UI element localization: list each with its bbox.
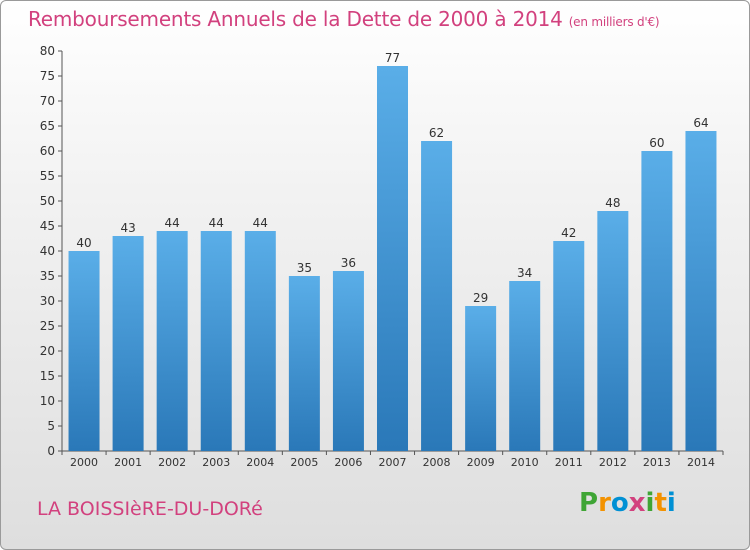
x-tick-label: 2008 [423,456,451,469]
data-label: 42 [561,226,576,240]
bar [641,151,673,451]
chart-title-text: Remboursements Annuels de la Dette de 20… [28,7,563,31]
bar [112,236,144,451]
y-tick-label: 25 [40,319,55,333]
data-label: 44 [253,216,268,230]
logo-letter: i [666,488,676,518]
y-tick-label: 60 [40,144,55,158]
bar [553,241,585,451]
bar [377,66,408,451]
x-tick-label: 2014 [687,456,715,469]
x-tick-label: 2009 [467,456,495,469]
bar [597,211,629,451]
bar [509,281,541,451]
data-label: 44 [209,216,224,230]
logo-letter: x [628,488,646,518]
x-tick-label: 2001 [114,456,142,469]
data-label: 35 [297,261,312,275]
x-tick-label: 2007 [379,456,407,469]
bar [685,131,717,451]
axes: 0 5 10 15 20 25 30 35 40 45 50 55 60 65 70 75 80 2000 2001… [40,44,724,469]
data-label: 62 [429,126,444,140]
y-tick-label: 15 [40,369,55,383]
x-tick-label: 2012 [599,456,627,469]
chart-title-unit: (en milliers d'€) [568,15,660,29]
bar [156,231,188,451]
x-tick-label: 2005 [290,456,318,469]
y-tick-label: 30 [40,294,55,308]
logo-letter: t [654,488,667,518]
y-tick-label: 40 [40,244,55,258]
logo-letter: o [610,488,629,518]
y-tick-label: 50 [40,194,55,208]
y-tick-label: 45 [40,219,55,233]
bar [332,271,364,451]
chart-title: Remboursements Annuels de la Dette de 20… [28,7,660,31]
data-labels: 40 43 44 44 44 35 36 77 62 29 34 42 48 60 64 [76,51,708,305]
y-tick-label: 0 [47,444,55,458]
bar [465,306,497,451]
proxiti-logo[interactable]: Proxiti [579,488,676,518]
x-tick-label: 2004 [246,456,274,469]
bar [244,231,276,451]
x-tick-label: 2006 [334,456,362,469]
y-tick-label: 55 [40,169,55,183]
data-label: 64 [693,116,708,130]
y-tick-label: 75 [40,69,55,83]
commune-name: LA BOISSIèRE-DU-DORé [37,498,263,520]
y-tick-label: 80 [40,44,55,58]
y-tick-label: 5 [47,419,55,433]
bar [200,231,232,451]
logo-letter: i [645,488,655,518]
data-label: 29 [473,291,488,305]
y-tick-label: 70 [40,94,55,108]
y-tick-label: 20 [40,344,55,358]
y-tick-label: 65 [40,119,55,133]
data-label: 48 [605,196,620,210]
bar [68,251,100,451]
x-tick-label: 2003 [202,456,230,469]
data-label: 77 [385,51,400,65]
logo-letter: P [579,488,599,518]
bar [288,276,320,451]
x-tick-label: 2011 [555,456,583,469]
bars [68,66,717,451]
data-label: 36 [341,256,356,270]
x-tick-label: 2002 [158,456,186,469]
y-tick-label: 35 [40,269,55,283]
data-label: 40 [76,236,91,250]
x-tick-label: 2010 [511,456,539,469]
data-label: 60 [649,136,664,150]
y-tick-label: 10 [40,394,55,408]
logo-letter: r [598,488,611,518]
data-label: 43 [120,221,135,235]
bar [421,141,453,451]
data-label: 44 [165,216,180,230]
data-label: 34 [517,266,532,280]
x-tick-label: 2013 [643,456,671,469]
x-tick-label: 2000 [70,456,98,469]
